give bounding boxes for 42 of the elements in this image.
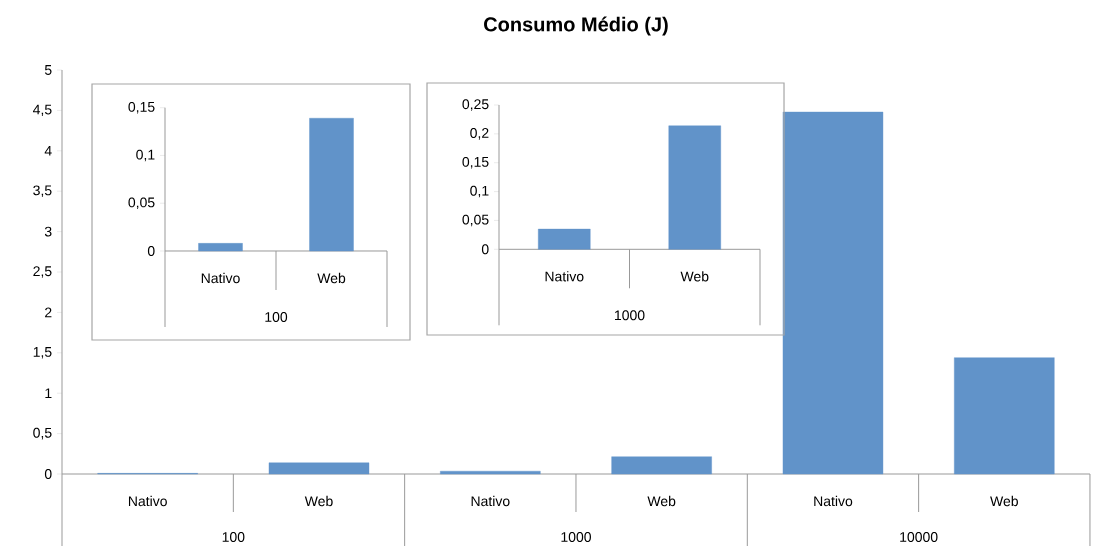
text: 100 [222, 532, 245, 542]
bar [440, 470, 541, 475]
x-tick-label: Nativo [545, 271, 584, 282]
text: 1000 [561, 532, 591, 542]
y-tick-label: 0 [481, 244, 489, 255]
x-tick-label: Nativo [128, 495, 167, 507]
y-tick-label: 0,15 [462, 156, 489, 169]
y-tick-label: 2,5 [33, 266, 52, 278]
bar [268, 462, 370, 475]
y-tick-label: 2 [45, 307, 52, 318]
annotation: 1000 [615, 310, 645, 321]
y-tick-label: 3,5 [33, 185, 52, 197]
x-tick-label: Web [680, 271, 709, 282]
y-tick-label: 0,05 [462, 214, 489, 227]
x-tick-label: Web [304, 495, 333, 507]
y-tick-label: 0 [147, 246, 155, 256]
y-tick-label: 0,15 [128, 101, 155, 114]
y-tick-label: 1,5 [33, 347, 52, 359]
y-tick-label: 0,2 [470, 128, 489, 140]
y-tick-label: 5 [44, 65, 52, 75]
bar [782, 111, 884, 475]
chart-title: Consumo Médio (J) [484, 16, 668, 36]
x-tick-label: Nativo [814, 495, 853, 507]
y-tick-label: 0,05 [128, 197, 155, 210]
y-tick-label: 4,5 [33, 104, 52, 117]
bar [954, 357, 1055, 475]
x-tick-label: Web [647, 495, 676, 507]
annotation: 100 [265, 312, 288, 322]
bar [611, 456, 712, 475]
x-tick-label: Web [990, 495, 1018, 507]
y-tick-label: 4 [44, 145, 52, 156]
y-tick-label: 0,5 [33, 427, 52, 440]
text: 10000 [900, 532, 938, 542]
x-tick-label: Nativo [471, 495, 510, 507]
y-tick-label: 0 [44, 469, 52, 479]
y-tick-label: 0,1 [470, 185, 489, 198]
y-tick-label: 1 [45, 388, 52, 399]
x-tick-label: Nativo [201, 272, 240, 284]
y-tick-label: 0,1 [136, 149, 155, 162]
x-tick-label: Web [317, 272, 346, 284]
y-tick-label: 3 [44, 226, 52, 237]
y-tick-label: 0,25 [462, 99, 489, 111]
